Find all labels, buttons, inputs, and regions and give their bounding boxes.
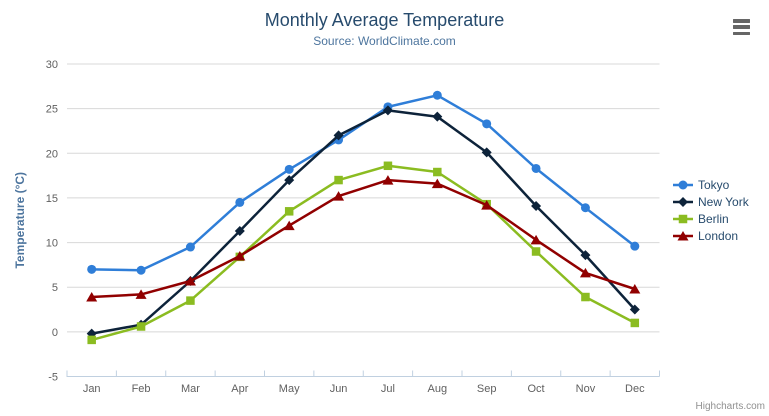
data-point-tokyo[interactable] <box>580 203 590 213</box>
data-point-berlin[interactable] <box>531 247 541 256</box>
chart-title: Monthly Average Temperature <box>264 10 505 30</box>
y-tick-label: 25 <box>46 104 58 116</box>
data-point-tokyo[interactable] <box>284 164 294 174</box>
legend-marker-shape <box>678 196 688 207</box>
export-menu-button[interactable] <box>730 16 754 38</box>
legend-marker-shape <box>677 230 689 240</box>
data-point-london[interactable] <box>333 191 345 201</box>
series-line-new-york[interactable] <box>90 109 637 335</box>
legend-item-berlin[interactable]: Berlin <box>673 210 749 227</box>
x-axis <box>66 370 660 377</box>
legend-item-tokyo[interactable]: Tokyo <box>673 176 749 193</box>
x-tick-label: Sep <box>477 383 497 395</box>
y-tick-label: 30 <box>46 59 58 71</box>
legend-label: New York <box>698 194 749 209</box>
data-point-london[interactable] <box>184 275 196 286</box>
x-tick-label: Oct <box>528 383 545 395</box>
legend-label: London <box>698 228 739 243</box>
x-tick-labels: Jan Feb Mar Apr May Jun Jul Aug Sep Oct Nov Dec <box>83 383 645 395</box>
legend: Tokyo New York Berlin London <box>673 176 749 244</box>
data-point-berlin[interactable] <box>136 322 146 331</box>
y-axis-title: Temperature (°C) <box>13 172 27 269</box>
data-point-london[interactable] <box>283 220 295 231</box>
series-new-york <box>86 105 640 339</box>
y-tick-label: 10 <box>46 238 58 250</box>
data-point-berlin[interactable] <box>334 175 343 185</box>
chart-subtitle: Source: WorldClimate.com <box>313 34 456 48</box>
data-point-tokyo[interactable] <box>630 241 640 251</box>
legend-item-london[interactable]: London <box>673 227 749 244</box>
data-point-london[interactable] <box>530 234 542 245</box>
data-point-tokyo[interactable] <box>531 163 541 173</box>
data-point-tokyo[interactable] <box>136 265 146 275</box>
y-tick-label: 15 <box>46 193 58 205</box>
data-point-tokyo[interactable] <box>87 264 97 274</box>
data-point-new-york[interactable] <box>284 175 295 186</box>
data-point-new-york[interactable] <box>234 225 245 236</box>
y-tick-label: 5 <box>52 282 58 294</box>
legend-marker-shape <box>678 180 688 189</box>
data-point-berlin[interactable] <box>87 335 96 345</box>
x-tick-label: Nov <box>576 383 596 395</box>
data-point-new-york[interactable] <box>629 304 640 315</box>
y-tick-labels: -5 0 5 10 15 20 25 30 <box>46 59 58 384</box>
x-tick-label: Apr <box>231 383 248 395</box>
data-point-tokyo[interactable] <box>185 242 195 252</box>
x-tick-label: Jul <box>381 383 395 395</box>
legend-item-new-york[interactable]: New York <box>673 193 749 210</box>
x-tick-label: Jun <box>330 383 348 395</box>
data-point-berlin[interactable] <box>630 318 640 328</box>
credits-link[interactable]: Highcharts.com <box>695 401 765 412</box>
legend-marker-circle-icon <box>673 180 693 189</box>
data-point-london[interactable] <box>579 267 591 278</box>
data-point-berlin[interactable] <box>581 292 590 302</box>
legend-marker-triangle-icon <box>673 230 693 240</box>
series-london <box>86 175 641 302</box>
data-point-tokyo[interactable] <box>432 90 442 100</box>
data-point-new-york[interactable] <box>481 147 492 158</box>
series-tokyo <box>87 90 640 275</box>
legend-label: Tokyo <box>698 177 730 192</box>
legend-marker-shape <box>678 214 688 223</box>
data-point-tokyo[interactable] <box>235 197 245 207</box>
data-point-berlin[interactable] <box>433 167 442 177</box>
x-tick-label: Jan <box>83 383 101 395</box>
data-point-new-york[interactable] <box>432 111 443 122</box>
data-point-new-york[interactable] <box>333 130 344 141</box>
x-tick-label: Dec <box>625 383 645 395</box>
legend-marker-square-icon <box>673 214 693 223</box>
data-point-new-york[interactable] <box>531 200 542 211</box>
series-line-berlin[interactable] <box>90 164 637 342</box>
data-point-tokyo[interactable] <box>482 119 492 129</box>
data-point-berlin[interactable] <box>383 161 393 171</box>
data-point-new-york[interactable] <box>382 105 393 116</box>
data-point-berlin[interactable] <box>284 207 294 216</box>
x-tick-label: May <box>279 383 300 395</box>
y-tick-label: 0 <box>52 327 58 339</box>
data-point-london[interactable] <box>135 289 147 299</box>
y-tick-label: 20 <box>46 148 58 160</box>
data-point-london[interactable] <box>629 284 641 294</box>
legend-label: Berlin <box>698 211 729 226</box>
data-point-london[interactable] <box>86 292 98 302</box>
data-point-london[interactable] <box>481 200 493 210</box>
x-tick-label: Mar <box>181 383 200 395</box>
data-point-london[interactable] <box>431 178 443 189</box>
data-point-new-york[interactable] <box>580 250 591 261</box>
hamburger-icon <box>733 19 750 23</box>
series-line-london[interactable] <box>90 178 637 299</box>
y-tick-label: -5 <box>48 372 58 384</box>
x-tick-label: Aug <box>428 383 448 395</box>
x-tick-label: Feb <box>132 383 151 395</box>
data-point-london[interactable] <box>382 175 394 185</box>
data-point-berlin[interactable] <box>186 296 195 305</box>
data-point-london[interactable] <box>234 250 246 261</box>
legend-marker-diamond-icon <box>673 196 693 207</box>
